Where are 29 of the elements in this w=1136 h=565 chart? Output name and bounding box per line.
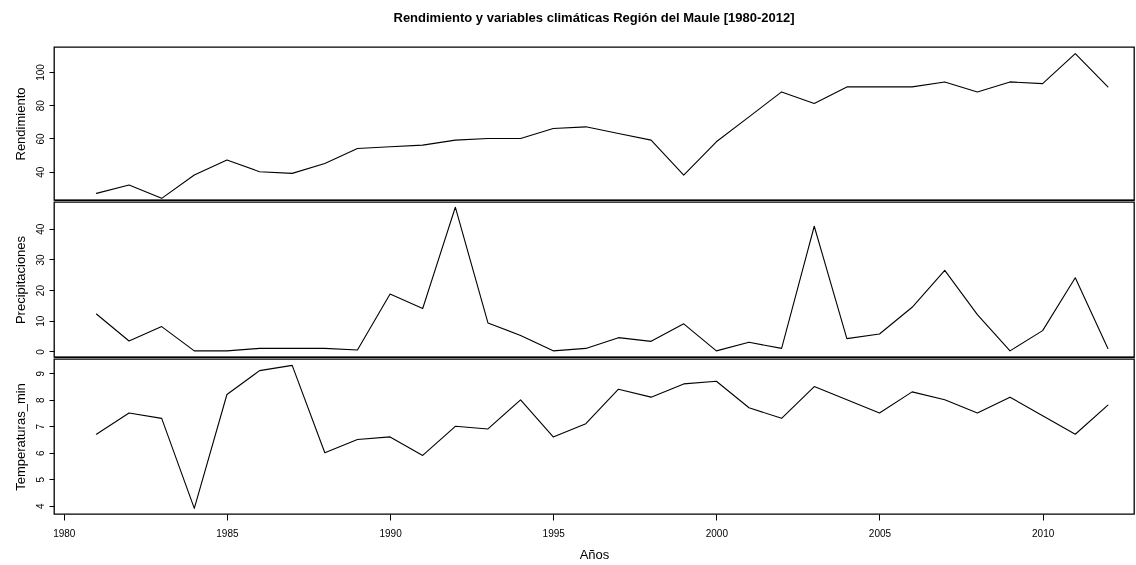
y-tick-label: 4 [34,503,46,510]
y-tick-label: 7 [34,423,46,430]
y-tick-label: 100 [34,63,46,81]
x-tick-label: 1985 [216,527,239,539]
y-tick-label: 80 [34,99,46,112]
y-tick-label: 6 [34,450,46,457]
y-tick-label: 20 [34,284,46,297]
x-tick-label: 1990 [379,527,403,539]
x-axis-title: Años [579,546,610,562]
y-tick-label: 9 [34,370,46,377]
y-tick-label: 40 [34,166,46,178]
y-tick-label: 60 [34,132,46,145]
y-tick-label: 5 [34,476,46,483]
x-tick-label: 1980 [53,527,76,539]
chart-title: Rendimiento y variables climáticas Región del Maule [1980-2012] [393,10,795,25]
y-axis-title: Rendimiento [12,87,28,161]
y-axis-title: Temperaturas_min [12,383,28,491]
y-axis-title: Precipitaciones [12,235,28,325]
x-tick-label: 2000 [705,527,729,539]
x-tick-label: 1995 [542,527,566,539]
y-tick-label: 40 [34,223,46,235]
y-tick-label: 8 [34,397,46,404]
y-tick-label: 30 [34,253,46,266]
y-tick-label: 10 [34,315,46,327]
line-series [95,206,1109,352]
x-tick-label: 2010 [1032,527,1055,539]
x-tick-label: 2005 [868,527,892,539]
y-tick-label: 0 [34,348,46,355]
line-series [95,364,1109,509]
